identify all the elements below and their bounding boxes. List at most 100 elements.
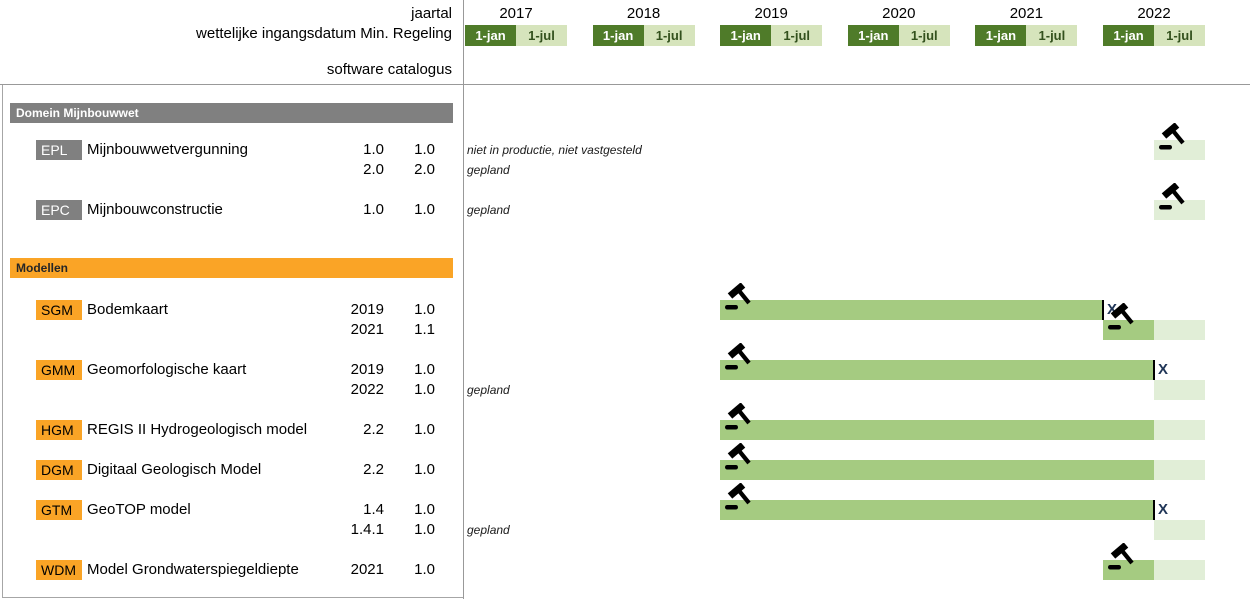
bar-end-tick-GTM-0: [1153, 500, 1156, 520]
cell-2019-jan: 1-jan: [720, 25, 772, 46]
cell-2022-jul: 1-jul: [1154, 25, 1205, 46]
status-note-EPL-1: gepland: [467, 163, 510, 177]
section-header-domein-mijnbouwwet: Domein Mijnbouwwet: [10, 103, 453, 123]
panel-divider-line: [463, 0, 464, 599]
catalogus-version-EPC-0: 1.0: [414, 201, 435, 218]
cell-2019-jul: 1-jul: [771, 25, 823, 46]
gavel-icon-EPC-0: [1157, 183, 1189, 211]
row-badge-GTM: GTM: [36, 500, 82, 520]
row-name-SGM: Bodemkaart: [87, 301, 168, 318]
bar-planned-DGM-0: [1154, 460, 1206, 480]
software-version-GTM-1: 1.4.1: [350, 521, 384, 538]
cell-2020-jul: 1-jul: [898, 25, 950, 46]
row-name-GMM: Geomorfologische kaart: [87, 361, 247, 378]
software-version-GMM-1: 2022: [350, 381, 384, 398]
row-badge-SGM: SGM: [36, 300, 82, 320]
end-marker-x-GTM-0: X: [1158, 501, 1169, 518]
status-note-GTM-1: gepland: [467, 523, 510, 537]
bar-end-tick-SGM-0: [1102, 300, 1104, 320]
year-label-2017: 2017: [499, 5, 533, 22]
end-marker-x-GMM-0: X: [1158, 361, 1169, 378]
row-name-HGM: REGIS II Hydrogeologisch model: [87, 421, 308, 438]
bar-actual-HGM-0: [720, 420, 1155, 440]
software-version-EPL-0: 1.0: [363, 141, 384, 158]
year-label-2019: 2019: [754, 5, 788, 22]
row-badge-DGM: DGM: [36, 460, 82, 480]
left-panel-border: [2, 85, 3, 598]
row-name-DGM: Digitaal Geologisch Model: [87, 461, 262, 478]
column-headers: software catalogus: [327, 61, 452, 79]
row-name-EPC: Mijnbouwconstructie: [87, 201, 223, 218]
row-name-WDM: Model Grondwaterspiegeldiepte: [87, 561, 299, 578]
section-header-modellen: Modellen: [10, 258, 453, 278]
bar-planned-HGM-0: [1154, 420, 1206, 440]
catalogus-version-GMM-1: 1.0: [414, 381, 435, 398]
header-separator-line: [0, 84, 1250, 85]
end-marker-x-SGM-0: X: [1107, 301, 1118, 318]
axis-title-ingangsdatum: wettelijke ingangsdatum Min. Regeling: [196, 25, 452, 42]
bottom-panel-border: [2, 597, 463, 598]
year-label-2021: 2021: [1009, 5, 1044, 22]
gavel-icon-GMM-0: [723, 343, 755, 371]
row-badge-EPL: EPL: [36, 140, 82, 160]
catalogus-version-EPL-1: 2.0: [414, 161, 435, 178]
software-version-EPL-1: 2.0: [363, 161, 384, 178]
catalogus-version-GTM-1: 1.0: [414, 521, 435, 538]
cell-2021-jul: 1-jul: [1026, 25, 1078, 46]
row-name-GTM: GeoTOP model: [87, 501, 191, 518]
bar-actual-SGM-0: [720, 300, 1103, 320]
bar-planned-GMM-1: [1154, 380, 1206, 400]
catalogus-version-HGM-0: 1.0: [414, 421, 435, 438]
software-version-EPC-0: 1.0: [363, 201, 384, 218]
catalogus-version-DGM-0: 1.0: [414, 461, 435, 478]
gavel-icon-DGM-0: [723, 443, 755, 471]
status-note-GMM-1: gepland: [467, 383, 510, 397]
software-version-GMM-0: 2019: [350, 361, 384, 378]
software-version-HGM-0: 2.2: [363, 421, 384, 438]
column-header-software: software: [326, 61, 384, 78]
software-version-DGM-0: 2.2: [363, 461, 384, 478]
bar-planned-WDM-0: [1154, 560, 1206, 580]
software-version-WDM-0: 2021: [350, 561, 384, 578]
bar-actual-GTM-0: [720, 500, 1155, 520]
year-label-2022: 2022: [1137, 5, 1171, 22]
status-note-EPL-0: niet in productie, niet vastgesteld: [467, 143, 642, 157]
catalogus-version-WDM-0: 1.0: [414, 561, 435, 578]
year-label-2018: 2018: [626, 5, 661, 22]
axis-title-jaartal: jaartal: [411, 5, 452, 22]
catalogus-version-SGM-0: 1.0: [414, 301, 435, 318]
catalogus-version-EPL-0: 1.0: [414, 141, 435, 158]
year-label-2020: 2020: [882, 5, 916, 22]
row-badge-HGM: HGM: [36, 420, 82, 440]
gavel-icon-HGM-0: [723, 403, 755, 431]
row-badge-EPC: EPC: [36, 200, 82, 220]
bar-actual-DGM-0: [720, 460, 1155, 480]
catalogus-version-SGM-1: 1.1: [414, 321, 435, 338]
cell-2020-jan: 1-jan: [847, 25, 899, 46]
bar-planned-SGM-1: [1154, 320, 1206, 340]
row-badge-GMM: GMM: [36, 360, 82, 380]
row-badge-WDM: WDM: [36, 560, 82, 580]
gavel-icon-SGM-0: [723, 283, 755, 311]
catalogus-version-GMM-0: 1.0: [414, 361, 435, 378]
gavel-icon-SGM-1: [1106, 303, 1138, 331]
cell-2017-jan: 1-jan: [465, 25, 516, 46]
gavel-icon-EPL-0: [1157, 123, 1189, 151]
bar-actual-GMM-0: [720, 360, 1155, 380]
gavel-icon-WDM-0: [1106, 543, 1138, 571]
software-version-SGM-1: 2021: [350, 321, 384, 338]
software-version-GTM-0: 1.4: [363, 501, 384, 518]
bar-end-tick-GMM-0: [1153, 360, 1156, 380]
row-name-EPL: Mijnbouwwetvergunning: [87, 141, 248, 158]
cell-2017-jul: 1-jul: [516, 25, 567, 46]
bar-planned-GTM-1: [1154, 520, 1206, 540]
column-header-catalogus: catalogus: [387, 61, 452, 78]
cell-2018-jan: 1-jan: [592, 25, 644, 46]
status-note-EPC-0: gepland: [467, 203, 510, 217]
software-version-SGM-0: 2019: [350, 301, 384, 318]
cell-2022-jan: 1-jan: [1103, 25, 1154, 46]
gavel-icon-GTM-0: [723, 483, 755, 511]
cell-2018-jul: 1-jul: [643, 25, 695, 46]
catalogus-version-GTM-0: 1.0: [414, 501, 435, 518]
